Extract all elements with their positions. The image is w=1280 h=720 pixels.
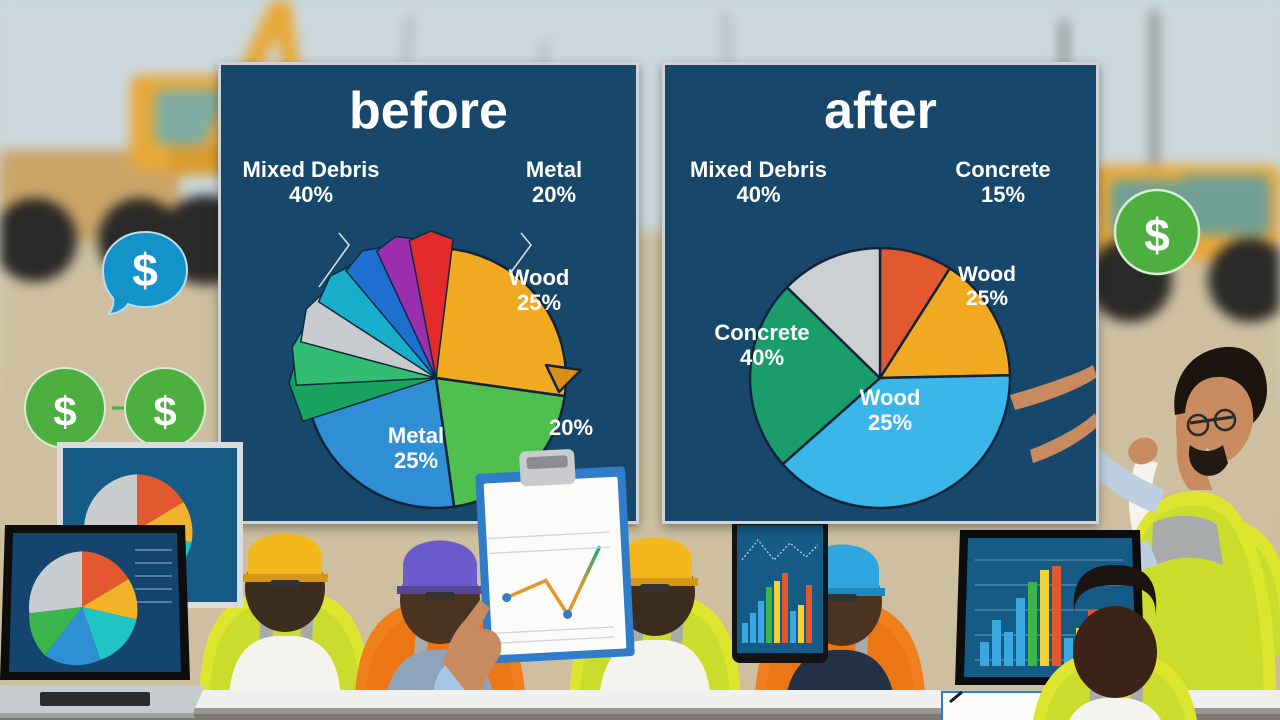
svg-text:$: $ xyxy=(153,388,176,435)
svg-text:$: $ xyxy=(53,388,76,435)
svg-text:$: $ xyxy=(132,244,158,296)
